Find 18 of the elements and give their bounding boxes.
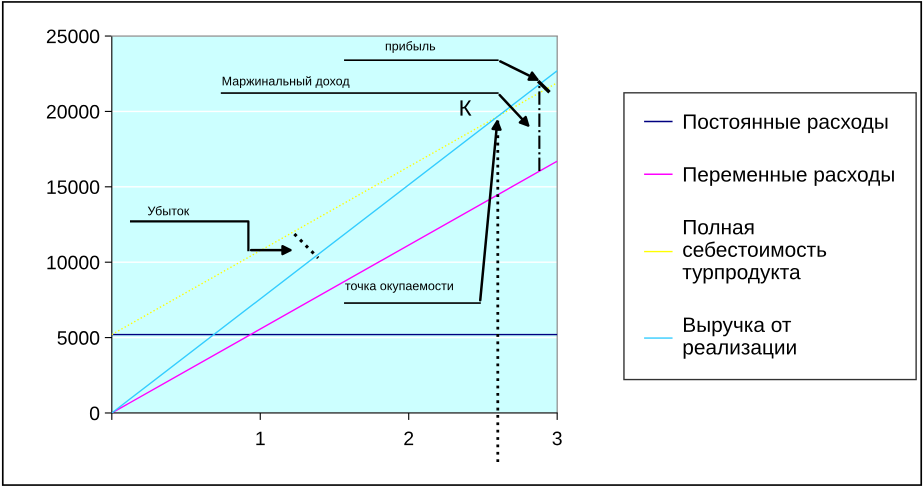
annotation: Маржинальный доход — [222, 76, 350, 88]
legend-label: Переменные расходы — [684, 167, 894, 186]
y-tick-label: 20000 — [46, 104, 100, 119]
y-tick-label: 0 — [90, 406, 100, 420]
y-tick-label: 5000 — [58, 331, 100, 345]
annotation: прибыль — [386, 41, 436, 53]
annotation: точка окупаемости — [345, 283, 453, 293]
x-tick-label: 3 — [552, 432, 562, 446]
x-tick-label: 1 — [256, 432, 265, 446]
annotation: Убыток — [148, 206, 190, 216]
y-tick-label: 10000 — [47, 256, 100, 270]
legend-label: Постоянные расходы — [684, 114, 888, 134]
legend-label: Полная себестоимость турпродукта — [682, 220, 826, 284]
legend-label: Выручка от реализации — [684, 318, 796, 359]
annotation: К — [460, 100, 472, 116]
x-tick-label: 2 — [404, 432, 414, 446]
y-tick-label: 25000 — [46, 30, 100, 44]
y-tick-label: 15000 — [47, 180, 100, 194]
